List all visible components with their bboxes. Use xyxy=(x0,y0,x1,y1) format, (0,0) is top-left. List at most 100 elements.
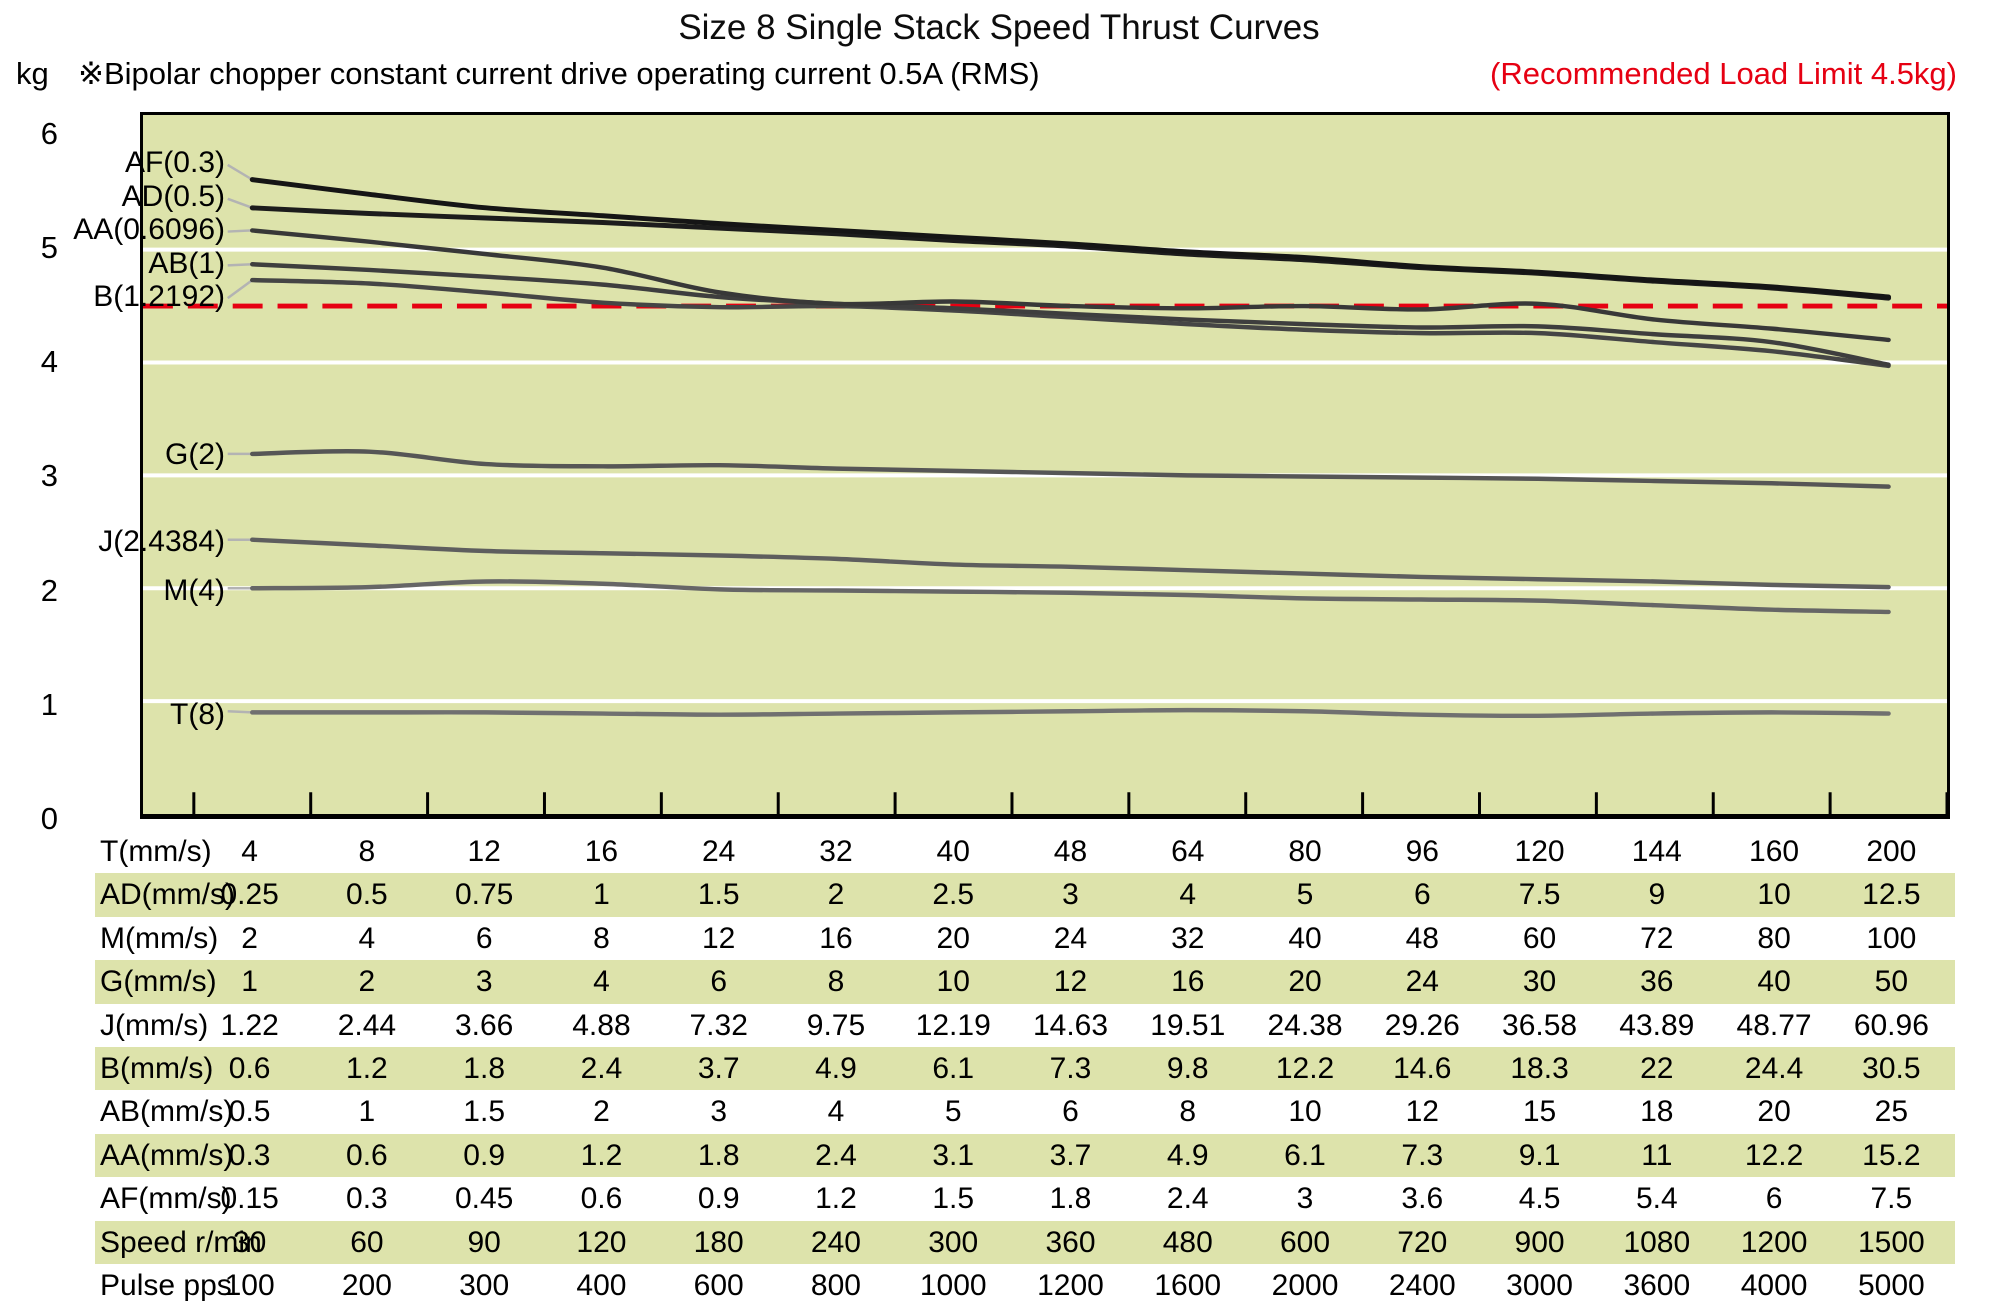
table-cell: 0.75 xyxy=(454,878,514,912)
table-cell: 3600 xyxy=(1623,1269,1691,1302)
chart-title: Size 8 Single Stack Speed Thrust Curves xyxy=(678,8,1320,47)
table-cell: 2 xyxy=(358,965,376,999)
table-cell: 6.1 xyxy=(932,1052,975,1085)
table-cell: 64 xyxy=(1171,835,1205,868)
label-leader-AF(0.3) xyxy=(227,163,253,181)
table-cell: 4 xyxy=(827,1095,845,1129)
table-cell: 120 xyxy=(1514,835,1565,868)
table-cell: 25 xyxy=(1874,1095,1909,1129)
curve-label-AA(0.6096): AA(0.6096) xyxy=(73,212,225,246)
table-cell: 2 xyxy=(827,878,845,912)
table-cell: 30.5 xyxy=(1862,1052,1921,1085)
label-leader-B(1.2192) xyxy=(226,279,254,300)
table-cell: 100 xyxy=(1866,921,1917,955)
table-cell: 1.2 xyxy=(815,1182,857,1216)
table-cell: 11 xyxy=(1641,1138,1673,1172)
table-cell: 14.6 xyxy=(1393,1052,1452,1085)
curve-AA(0.6096) xyxy=(250,228,1891,343)
table-cell: 3.6 xyxy=(1401,1182,1444,1216)
table-row-AF-mm-s-: AF(mm/s) 0.15 0.3 0.45 0.6 0.9 1.2 1.5 1.8 2.4 3 3.… xyxy=(0,1177,1998,1220)
table-cell: 9.8 xyxy=(1166,1052,1209,1085)
table-cell: 7.3 xyxy=(1401,1138,1444,1172)
table-cell: 4.9 xyxy=(815,1052,857,1085)
table-cell: 3.7 xyxy=(1049,1138,1092,1172)
row-stripe xyxy=(95,873,1955,917)
curve-J(2.4384) xyxy=(250,537,1891,590)
y-tick-label-0: 0 xyxy=(40,801,58,836)
table-cell: 480 xyxy=(1162,1225,1213,1259)
table-row-AD-mm-s-: AD(mm/s) 0.25 0.5 0.75 1 1.5 2 2.5 3 4 5 6 7.5 9 10 12.… xyxy=(0,873,1998,917)
table-cell: 4.5 xyxy=(1518,1182,1561,1216)
curves-canvas xyxy=(143,163,1947,814)
table-cell: 7.5 xyxy=(1518,878,1561,912)
table-cell: 5000 xyxy=(1857,1269,1925,1302)
table-cell: 0.5 xyxy=(346,878,388,912)
table-cell: 6 xyxy=(1765,1182,1783,1216)
curve-label-AD(0.5): AD(0.5) xyxy=(121,179,225,213)
label-leader-AB(1) xyxy=(227,263,253,267)
table-cell: 19.51 xyxy=(1150,1008,1226,1042)
table-cell: 200 xyxy=(341,1269,392,1302)
table-cell: 7.5 xyxy=(1870,1182,1913,1216)
table-cell: 0.15 xyxy=(220,1182,279,1216)
table-cell: 29.26 xyxy=(1384,1008,1460,1042)
table-cell: 24 xyxy=(1053,921,1088,955)
table-cell: 5 xyxy=(1296,878,1314,912)
table-cell: 24.4 xyxy=(1744,1052,1804,1085)
table-cell: 400 xyxy=(576,1269,627,1302)
table-cell: 3 xyxy=(1296,1182,1314,1216)
curve-label-T(8): T(8) xyxy=(170,698,225,732)
table-cell: 90 xyxy=(467,1225,501,1259)
curve-label-AB(1): AB(1) xyxy=(148,247,225,281)
table-cell: 5.4 xyxy=(1635,1182,1678,1216)
table-cell: 0.25 xyxy=(220,878,279,912)
table-row-J-mm-s-: J(mm/s) 1.22 2.44 3.66 4.88 7.32 9.75 12.19 14.6… xyxy=(0,1004,1998,1047)
y-tick-label-3: 3 xyxy=(40,458,58,494)
table-cell: 1.22 xyxy=(220,1008,279,1042)
table-row-G-mm-s-: G(mm/s) 1 2 3 4 6 8 10 12 16 20 24 30 36 40 50 xyxy=(0,960,1998,1004)
table-cell: 12.19 xyxy=(915,1008,991,1042)
table-cell: 100 xyxy=(224,1269,275,1302)
table-cell: 2 xyxy=(241,921,258,955)
y-tick-label-6: 6 xyxy=(40,115,58,151)
table-cell: 4 xyxy=(593,965,610,999)
table-cell: 36.58 xyxy=(1502,1008,1578,1042)
table-cell: 18 xyxy=(1640,1095,1674,1129)
table-cell: 72 xyxy=(1640,921,1674,955)
curve-label-B(1.2192): B(1.2192) xyxy=(93,280,225,314)
label-leader-AD(0.5) xyxy=(227,197,253,210)
y-tick-label-5: 5 xyxy=(40,230,58,266)
table-cell: 3 xyxy=(475,965,493,999)
table-cell: 4 xyxy=(358,921,376,955)
row-label: AB(mm/s) xyxy=(100,1095,234,1129)
table-cell: 16 xyxy=(1171,965,1205,999)
row-label: M(mm/s) xyxy=(100,921,219,955)
table-cell: 43.89 xyxy=(1619,1008,1695,1042)
table-cell: 4 xyxy=(1179,878,1197,912)
table-cell: 12 xyxy=(702,921,736,955)
table-cell: 2000 xyxy=(1271,1269,1339,1302)
table-cell: 6 xyxy=(1062,1095,1079,1129)
table-cell: 0.6 xyxy=(228,1052,271,1085)
table-cell: 2.44 xyxy=(337,1008,397,1042)
table-cell: 180 xyxy=(693,1225,744,1259)
table-cell: 1 xyxy=(593,878,610,912)
label-leader-AA(0.6096) xyxy=(227,229,253,233)
table-cell: 3 xyxy=(710,1095,728,1129)
table-cell: 10 xyxy=(1288,1095,1322,1129)
table-cell: 96 xyxy=(1405,835,1439,868)
curve-M(4) xyxy=(250,579,1891,615)
table-cell: 60.96 xyxy=(1853,1008,1929,1042)
table-cell: 40 xyxy=(1757,965,1791,999)
table-cell: 120 xyxy=(576,1225,627,1259)
plot-area xyxy=(140,112,1950,819)
table-cell: 24.38 xyxy=(1267,1008,1343,1042)
row-label: AD(mm/s) xyxy=(100,878,235,912)
table-cell: 16 xyxy=(819,921,853,955)
table-cell: 12 xyxy=(467,835,501,868)
y-tick-label-4: 4 xyxy=(40,344,58,380)
table-cell: 0.3 xyxy=(346,1182,388,1216)
table-cell: 20 xyxy=(1757,1095,1791,1129)
table-cell: 80 xyxy=(1757,921,1791,955)
table-cell: 24 xyxy=(702,835,736,868)
